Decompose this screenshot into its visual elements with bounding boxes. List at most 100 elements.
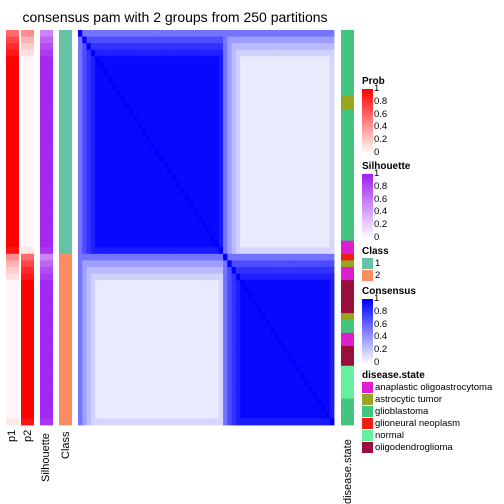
consensus-cell (210, 319, 215, 327)
consensus-cell (86, 188, 92, 195)
consensus-cell (82, 359, 87, 367)
consensus-cell (235, 260, 241, 268)
consensus-cell (308, 201, 314, 209)
consensus-cell (321, 299, 326, 307)
consensus-cell (163, 253, 168, 261)
consensus-cell (78, 273, 83, 281)
consensus-cell (197, 378, 203, 386)
consensus-cell (278, 392, 284, 400)
consensus-cell (231, 89, 237, 97)
consensus-cell (197, 36, 203, 44)
consensus-cell (120, 247, 126, 255)
consensus-cell (201, 247, 207, 255)
consensus-cell (188, 82, 194, 90)
consensus-cell (240, 49, 245, 57)
consensus-cell (184, 128, 190, 136)
consensus-cell (116, 352, 122, 360)
consensus-cell (82, 286, 87, 294)
disease-cell (341, 168, 354, 176)
consensus-cell (316, 339, 322, 347)
consensus-cell (142, 201, 147, 209)
consensus-cell (282, 392, 288, 400)
consensus-cell (278, 214, 284, 222)
consensus-cell (295, 141, 301, 149)
consensus-cell (78, 339, 83, 347)
consensus-cell (82, 267, 87, 274)
consensus-cell (201, 280, 207, 288)
consensus-cell (86, 141, 92, 149)
consensus-cell (154, 339, 160, 347)
consensus-cell (329, 220, 335, 228)
consensus-cell (129, 155, 134, 163)
consensus-cell (154, 194, 160, 202)
consensus-cell (240, 141, 245, 149)
consensus-cell (227, 398, 232, 406)
consensus-cell (321, 392, 326, 400)
consensus-cell (133, 174, 139, 182)
p1-cell (6, 207, 19, 215)
p1-cell (6, 227, 19, 235)
consensus-cell (159, 293, 164, 301)
consensus-cell (299, 332, 305, 340)
consensus-cell (82, 36, 87, 44)
p2-cell (21, 155, 34, 163)
consensus-cell (325, 299, 331, 307)
class-cell (59, 194, 72, 202)
consensus-cell (137, 326, 143, 334)
consensus-cell (133, 418, 139, 426)
consensus-cell (112, 43, 117, 51)
p1-cell (6, 181, 19, 189)
consensus-cell (295, 299, 301, 307)
consensus-cell (163, 385, 168, 393)
consensus-cell (274, 194, 279, 202)
class-cell (59, 359, 72, 367)
consensus-cell (304, 49, 309, 57)
consensus-cell (99, 102, 104, 110)
consensus-cell (329, 76, 335, 84)
disease-cell (341, 352, 354, 360)
consensus-cell (133, 405, 139, 413)
consensus-cell (265, 378, 271, 386)
consensus-cell (188, 56, 194, 64)
consensus-cell (197, 319, 203, 327)
consensus-cell (287, 392, 292, 400)
consensus-cell (261, 286, 267, 294)
consensus-cell (295, 392, 301, 400)
consensus-cell (248, 115, 254, 123)
consensus-cell (116, 253, 122, 261)
consensus-cell (235, 122, 241, 130)
legend-tick-label: 0.8 (374, 180, 388, 192)
consensus-cell (287, 148, 292, 156)
consensus-cell (107, 313, 113, 321)
consensus-cell (154, 220, 160, 228)
consensus-cell (295, 76, 301, 84)
consensus-cell (103, 392, 109, 400)
consensus-cell (282, 339, 288, 347)
consensus-cell (278, 365, 284, 373)
p2-cell (21, 326, 34, 334)
consensus-cell (193, 398, 198, 406)
consensus-cell (99, 313, 104, 321)
consensus-cell (184, 69, 190, 77)
consensus-cell (214, 260, 220, 268)
p1-cell (6, 122, 19, 130)
p2-cell (21, 332, 34, 340)
consensus-cell (99, 227, 104, 235)
consensus-cell (150, 313, 156, 321)
p1-cell (6, 141, 19, 149)
consensus-cell (227, 128, 232, 136)
consensus-cell (137, 418, 143, 426)
consensus-cell (201, 76, 207, 84)
consensus-cell (316, 201, 322, 209)
consensus-cell (282, 372, 288, 380)
consensus-cell (291, 194, 296, 202)
consensus-cell (282, 122, 288, 130)
consensus-cell (265, 89, 271, 97)
consensus-cell (261, 352, 267, 360)
consensus-cell (321, 378, 326, 386)
legend-tick-label: 0.6 (374, 193, 388, 205)
consensus-cell (299, 267, 305, 274)
legend-swatch (362, 382, 373, 393)
consensus-cell (240, 392, 245, 400)
consensus-cell (291, 174, 296, 182)
